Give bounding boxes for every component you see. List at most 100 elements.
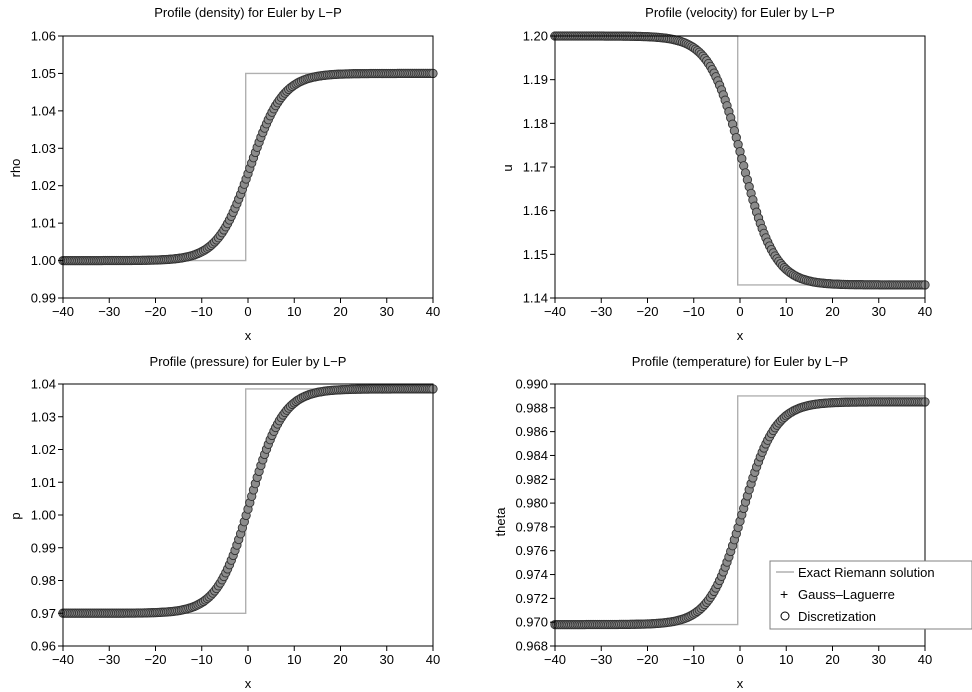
temperature-xtick-label: 30 <box>872 652 886 667</box>
velocity-xtick-label: −10 <box>683 304 705 319</box>
velocity-ytick-label: 1.18 <box>523 116 548 131</box>
temperature-ytick-label: 0.986 <box>515 424 548 439</box>
velocity-xtick-label: 10 <box>779 304 793 319</box>
density-xtick-label: 30 <box>380 304 394 319</box>
velocity-ylabel: u <box>500 164 515 171</box>
temperature-xtick-label: 10 <box>779 652 793 667</box>
legend-circle-marker <box>780 611 790 621</box>
density-xlabel: x <box>245 328 252 343</box>
velocity-xtick-label: −40 <box>544 304 566 319</box>
temperature-ytick-label: 0.976 <box>515 543 548 558</box>
temperature-ytick-label: 0.970 <box>515 615 548 630</box>
pressure-ylabel: p <box>8 512 23 519</box>
velocity-xtick-label: 30 <box>872 304 886 319</box>
velocity-xtick-label: −30 <box>590 304 612 319</box>
velocity-ytick-label: 1.16 <box>523 203 548 218</box>
pressure-xtick-label: −30 <box>98 652 120 667</box>
temperature-ytick-label: 0.972 <box>515 591 548 606</box>
temperature-xtick-label: −30 <box>590 652 612 667</box>
velocity-xtick-label: 40 <box>918 304 932 319</box>
velocity-ytick-label: 1.17 <box>523 160 548 175</box>
pressure-ytick-label: 1.03 <box>31 409 56 424</box>
pressure-ytick-label: 0.98 <box>31 573 56 588</box>
legend-exact-label: Exact Riemann solution <box>798 565 935 580</box>
temperature-panel: Profile (temperature) for Euler by L−P x… <box>493 354 932 691</box>
velocity-discretization-markers <box>550 31 930 290</box>
density-xtick-label: −30 <box>98 304 120 319</box>
density-ytick-label: 1.06 <box>31 29 56 44</box>
velocity-ytick-label: 1.14 <box>523 291 548 306</box>
temperature-xtick-label: −10 <box>683 652 705 667</box>
pressure-ytick-label: 0.97 <box>31 606 56 621</box>
density-xtick-label: −10 <box>191 304 213 319</box>
legend-disc-label: Discretization <box>798 609 876 624</box>
density-xtick-label: −40 <box>52 304 74 319</box>
density-ytick-label: 0.99 <box>31 291 56 306</box>
density-discretization-markers <box>58 68 438 266</box>
temperature-xlabel: x <box>737 676 744 691</box>
density-ytick-label: 1.04 <box>31 103 56 118</box>
pressure-xtick-label: −40 <box>52 652 74 667</box>
temperature-ytick-label: 0.968 <box>515 639 548 654</box>
temperature-ytick-label: 0.982 <box>515 472 548 487</box>
density-xtick-label: 10 <box>287 304 301 319</box>
legend: Exact Riemann solution + Gauss–Laguerre … <box>769 560 972 630</box>
density-ytick-label: 1.02 <box>31 178 56 193</box>
velocity-title: Profile (velocity) for Euler by L−P <box>645 5 835 20</box>
pressure-xtick-label: 40 <box>426 652 440 667</box>
temperature-ylabel: theta <box>493 507 508 537</box>
velocity-xtick-label: 20 <box>825 304 839 319</box>
temperature-xtick-label: −40 <box>544 652 566 667</box>
pressure-xtick-label: 20 <box>333 652 347 667</box>
density-ytick-label: 1.05 <box>31 66 56 81</box>
legend-plus-marker: + <box>780 586 788 602</box>
velocity-xtick-label: 0 <box>736 304 743 319</box>
temperature-xtick-label: 0 <box>736 652 743 667</box>
pressure-panel: Profile (pressure) for Euler by L−P x p … <box>8 354 440 691</box>
pressure-ytick-label: 1.00 <box>31 508 56 523</box>
pressure-xtick-label: 10 <box>287 652 301 667</box>
pressure-discretization-markers <box>58 384 438 618</box>
density-ytick-label: 1.00 <box>31 253 56 268</box>
temperature-xtick-label: 20 <box>825 652 839 667</box>
temperature-xtick-label: −20 <box>636 652 658 667</box>
density-xtick-label: 0 <box>244 304 251 319</box>
density-ytick-label: 1.01 <box>31 216 56 231</box>
density-xtick-label: 40 <box>426 304 440 319</box>
temperature-ytick-label: 0.974 <box>515 567 548 582</box>
pressure-xtick-label: −20 <box>144 652 166 667</box>
pressure-ytick-label: 1.01 <box>31 475 56 490</box>
density-ylabel: rho <box>8 159 23 178</box>
temperature-ytick-label: 0.980 <box>515 496 548 511</box>
legend-box <box>769 560 972 630</box>
velocity-panel: Profile (velocity) for Euler by L−P x u … <box>500 5 932 343</box>
density-title: Profile (density) for Euler by L−P <box>154 5 342 20</box>
legend-gl-label: Gauss–Laguerre <box>798 587 895 602</box>
temperature-ytick-label: 0.978 <box>515 519 548 534</box>
temperature-title: Profile (temperature) for Euler by L−P <box>632 354 848 369</box>
pressure-xtick-label: 30 <box>380 652 394 667</box>
pressure-xtick-label: 0 <box>244 652 251 667</box>
density-xtick-label: −20 <box>144 304 166 319</box>
velocity-ytick-label: 1.19 <box>523 72 548 87</box>
velocity-ytick-label: 1.20 <box>523 29 548 44</box>
density-panel: Profile (density) for Euler by L−P x rho… <box>8 5 440 343</box>
pressure-ytick-label: 1.02 <box>31 442 56 457</box>
temperature-ytick-label: 0.988 <box>515 400 548 415</box>
density-xtick-label: 20 <box>333 304 347 319</box>
pressure-ytick-label: 0.96 <box>31 639 56 654</box>
pressure-title: Profile (pressure) for Euler by L−P <box>150 354 347 369</box>
pressure-xtick-label: −10 <box>191 652 213 667</box>
temperature-discretization-markers <box>550 397 930 630</box>
density-ytick-label: 1.03 <box>31 141 56 156</box>
velocity-ytick-label: 1.15 <box>523 247 548 262</box>
temperature-ytick-label: 0.990 <box>515 377 548 392</box>
pressure-ytick-label: 0.99 <box>31 540 56 555</box>
pressure-ytick-label: 1.04 <box>31 377 56 392</box>
temperature-xtick-label: 40 <box>918 652 932 667</box>
velocity-xtick-label: −20 <box>636 304 658 319</box>
velocity-xlabel: x <box>737 328 744 343</box>
temperature-ytick-label: 0.984 <box>515 448 548 463</box>
pressure-xlabel: x <box>245 676 252 691</box>
